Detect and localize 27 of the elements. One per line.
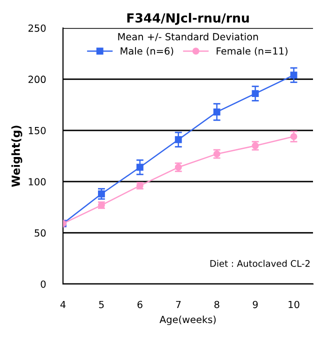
y-tick-label: 0	[40, 280, 46, 288]
x-tick-label: 6	[138, 300, 142, 308]
x-tick-label: 10	[288, 300, 300, 308]
point	[290, 72, 298, 79]
x-tick-label: 7	[176, 300, 181, 308]
legend-label: Female (n=11)	[216, 47, 288, 56]
y-axis-title: Weight(g)	[11, 126, 22, 187]
point	[136, 164, 144, 171]
y-tick-label: 100	[28, 178, 46, 186]
y-tick-label: 200	[28, 76, 46, 84]
chart-title: F344/NJcl-rnu/rnu	[127, 12, 249, 25]
point	[290, 133, 298, 140]
point	[213, 108, 220, 116]
x-tick-label: 9	[252, 300, 258, 308]
x-tick-label: 8	[214, 300, 220, 308]
point	[98, 190, 105, 198]
point	[252, 90, 259, 98]
y-tick-label: 50	[34, 229, 46, 237]
legend-title: Mean +/- Standard Deviation	[118, 32, 258, 42]
annotation: Diet : Autoclaved CL-2	[210, 260, 310, 267]
x-axis-title: Age(weeks)	[160, 316, 216, 326]
y-tick-label: 250	[28, 24, 46, 32]
y-tick-label: 150	[28, 126, 46, 134]
point	[174, 136, 182, 144]
x-tick-label: 5	[99, 300, 104, 308]
legend-label: Male (n=6)	[120, 47, 174, 56]
x-tick-label: 4	[60, 300, 66, 308]
